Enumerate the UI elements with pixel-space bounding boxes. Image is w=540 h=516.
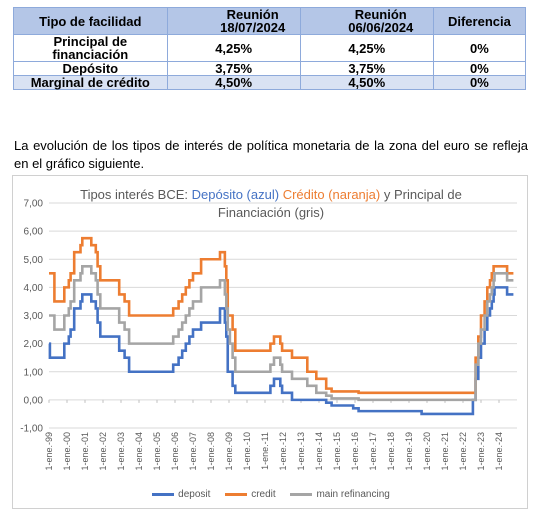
- x-tick-label: 1-ene.-21: [440, 432, 450, 471]
- x-tick-label: 1-ene.-06: [170, 432, 180, 471]
- x-tick-label: 1-ene.-00: [62, 432, 72, 471]
- row-facility-name: Marginal de crédito: [13, 75, 168, 90]
- series-line-main-refinancing: [49, 264, 514, 402]
- intro-paragraph: La evolución de los tipos de interés de …: [14, 138, 528, 171]
- chart-title-tail: y Principal de: [380, 187, 462, 202]
- header-meeting-current: Reunión 18/07/2024: [166, 7, 301, 35]
- row-current-rate: 3,75%: [166, 61, 301, 76]
- legend-item-main-refinancing: main refinancing: [290, 489, 390, 500]
- chart-title-line2: Financiación (gris): [217, 205, 325, 220]
- x-tick-label: 1-ene.-18: [386, 432, 396, 471]
- series-line-deposit: [48, 286, 514, 416]
- chart-title: Tipos interés BCE: Depósito (azul) Crédi…: [13, 186, 529, 222]
- table-row: Depósito 3,75% 3,75% 0%: [13, 61, 527, 76]
- x-tick-label: 1-ene.-11: [260, 432, 270, 470]
- x-tick-label: 1-ene.-08: [206, 432, 216, 471]
- y-tick-label: 6,00: [24, 227, 44, 238]
- table-row: Marginal de crédito 4,50% 4,50% 0%: [13, 75, 527, 90]
- x-tick-label: 1-ene.-20: [422, 432, 432, 471]
- y-tick-label: 7,00: [24, 199, 44, 210]
- y-tick-label: 5,00: [24, 255, 44, 266]
- legend-label: credit: [251, 489, 276, 500]
- legend-item-deposit: deposit: [152, 489, 210, 500]
- x-tick-label: 1-ene.-03: [116, 432, 126, 471]
- legend-item-credit: credit: [225, 489, 276, 500]
- x-tick-label: 1-ene.-99: [44, 432, 54, 471]
- x-tick-label: 1-ene.-16: [350, 432, 360, 471]
- x-tick-label: 1-ene.-07: [188, 432, 198, 471]
- y-tick-label: 3,00: [24, 311, 44, 322]
- legend-label: main refinancing: [316, 489, 390, 500]
- y-tick-label: -1,00: [20, 424, 43, 435]
- x-tick-label: 1-ene.-23: [476, 432, 486, 471]
- y-tick-label: 4,00: [24, 283, 44, 294]
- row-previous-rate: 3,75%: [299, 61, 434, 76]
- y-tick-label: 1,00: [24, 367, 44, 378]
- x-tick-label: 1-ene.-05: [152, 432, 162, 471]
- x-tick-label: 1-ene.-04: [134, 432, 144, 471]
- header-facility: Tipo de facilidad: [13, 7, 168, 35]
- x-tick-label: 1-ene.-22: [458, 432, 468, 471]
- x-tick-label: 1-ene.-17: [368, 432, 378, 471]
- chart-title-credit: Crédito (naranja): [282, 187, 381, 202]
- y-tick-label: 0,00: [24, 395, 44, 406]
- x-tick-label: 1-ene.-19: [404, 432, 414, 471]
- x-tick-label: 1-ene.-13: [296, 432, 306, 471]
- rates-table: Tipo de facilidad Reunión 18/07/2024 Reu…: [13, 7, 527, 90]
- row-difference: 0%: [432, 61, 527, 76]
- table-row: Principal de financiación 4,25% 4,25% 0%: [13, 34, 527, 62]
- row-difference: 0%: [432, 34, 527, 62]
- chart-title-lead: Tipos interés BCE:: [80, 187, 192, 202]
- chart-title-deposit: Depósito (azul): [191, 187, 280, 202]
- row-previous-rate: 4,25%: [299, 34, 434, 62]
- header-difference: Diferencia: [432, 7, 527, 35]
- x-tick-label: 1-ene.-12: [278, 432, 288, 471]
- legend-label: deposit: [178, 489, 211, 500]
- y-tick-label: 2,00: [24, 339, 44, 350]
- row-facility-name: Principal de financiación: [13, 34, 168, 62]
- x-tick-label: 1-ene.-14: [314, 432, 324, 471]
- x-tick-label: 1-ene.-10: [242, 432, 252, 471]
- header-meeting-previous: Reunión 06/06/2024: [299, 7, 434, 35]
- row-previous-rate: 4,50%: [299, 75, 434, 90]
- row-difference: 0%: [432, 75, 527, 90]
- x-tick-label: 1-ene.-01: [80, 432, 90, 471]
- row-facility-name: Depósito: [13, 61, 168, 76]
- x-tick-label: 1-ene.-15: [332, 432, 342, 471]
- row-current-rate: 4,50%: [166, 75, 301, 90]
- table-header-row: Tipo de facilidad Reunión 18/07/2024 Reu…: [13, 7, 527, 35]
- chart-legend: deposit credit main refinancing: [13, 489, 529, 500]
- x-tick-label: 1-ene.-24: [494, 432, 504, 471]
- ecb-rates-chart: -1,00 0,00 1,00 2,00 3,00 4,00 5,00 6,00 7,00 1-e…: [12, 175, 528, 509]
- x-tick-label: 1-ene.-09: [224, 432, 234, 471]
- row-current-rate: 4,25%: [166, 34, 301, 62]
- chart-plot: -1,00 0,00 1,00 2,00 3,00 4,00 5,00 6,00 7,00 1-e…: [20, 199, 517, 471]
- x-tick-label: 1-ene.-02: [98, 432, 108, 471]
